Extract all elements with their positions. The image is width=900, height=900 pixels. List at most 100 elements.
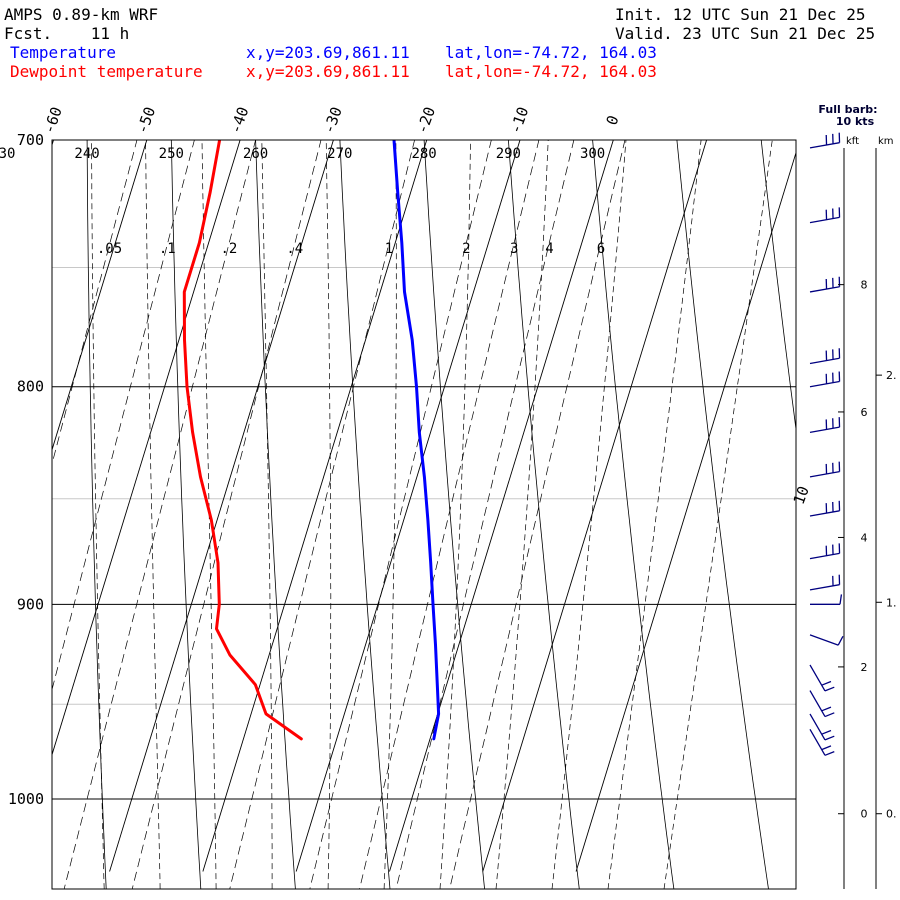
mixing-ratio-label: .4 (286, 241, 303, 257)
mixing-ratio-line (52, 140, 138, 466)
wind-barb (809, 371, 841, 388)
skewed-temperature-label: -30 (320, 104, 346, 136)
wind-barb (809, 500, 841, 517)
wind-barb-flag (821, 680, 832, 686)
potential-temperature-label: 290 (496, 146, 521, 162)
valid-time: Valid. 23 UTC Sun 21 Dec 25 (615, 24, 876, 43)
moist-adiabat (663, 140, 773, 889)
wind-barb-flag (824, 751, 835, 756)
moist-adiabat (325, 140, 332, 889)
wind-barb-shaft (809, 729, 826, 756)
barb-note-line1: Full barb: (818, 103, 877, 116)
plot-frame (51, 139, 797, 890)
mixing-ratio-label: .1 (159, 241, 176, 257)
dry-adiabat (592, 140, 675, 889)
skewed-temperature-label: -60 (40, 104, 66, 136)
wind-barb-shaft (809, 552, 840, 560)
wind-barb-shaft (809, 471, 840, 478)
wind-barb-shaft (809, 510, 840, 517)
isotherm-line (109, 140, 334, 872)
pressure-tick-label: 800 (17, 378, 44, 396)
wind-barb-flag (821, 729, 832, 735)
mixing-ratio-line (309, 140, 492, 889)
kft-tick-label: 6 (861, 406, 868, 419)
dry-adiabat (676, 140, 769, 889)
skewed-temperature-label: -50 (133, 104, 159, 136)
dry-adiabat (255, 140, 296, 889)
temperature-profile-line (392, 140, 441, 741)
wind-barb (809, 276, 841, 293)
moist-adiabat (91, 140, 105, 889)
isotherm-line (482, 140, 708, 872)
mixing-ratio-line (359, 140, 540, 889)
legend-temperature-xy: x,y=203.69,861.11 (246, 43, 410, 62)
kft-tick-label: 0 (861, 808, 868, 821)
kft-axis-label: kft (846, 136, 859, 147)
wind-barb-shaft (809, 664, 826, 692)
skewed-temperature-label: -10 (506, 104, 532, 136)
km-axis-label: km (878, 136, 894, 147)
skewed-temperature-label: -20 (413, 104, 439, 136)
mixing-ratio-label: 6 (597, 241, 605, 257)
wind-barb-flag (824, 686, 835, 692)
moist-adiabat (383, 140, 397, 889)
potential-temperature-label: 300 (580, 146, 605, 162)
wind-barb-flag (821, 706, 832, 712)
mixing-ratio-label: .2 (220, 241, 237, 257)
wind-barb-flag (837, 636, 844, 646)
model-title: AMPS 0.89-km WRF (4, 5, 159, 24)
skewed-temperature-label: -40 (226, 104, 252, 136)
isotherm-line (575, 151, 796, 872)
wind-barb-flag (839, 594, 843, 605)
mixing-ratio-line (63, 140, 256, 889)
wind-barb-shaft (809, 357, 840, 365)
skewed-temperature-label: 10 (790, 484, 813, 507)
moist-adiabat (145, 140, 161, 889)
wind-barb (809, 461, 841, 478)
forecast-hour: Fcst. 11 h (4, 24, 130, 43)
wind-barb (809, 690, 835, 718)
wind-barb (809, 729, 835, 756)
mixing-ratio-line (395, 140, 575, 889)
wind-barb-shaft (809, 713, 826, 741)
wind-barb-shaft (809, 584, 840, 591)
legend-dewpoint-label: Dewpoint temperature (10, 62, 203, 81)
wind-barb-shaft (809, 380, 840, 388)
isotherm-line (52, 140, 148, 452)
kft-tick-label: 4 (861, 531, 868, 544)
dry-adiabat (170, 140, 202, 889)
plot-background (52, 140, 796, 889)
wind-barb-shaft (809, 216, 840, 224)
dry-adiabat (339, 140, 391, 889)
kft-tick-label: 8 (861, 279, 868, 292)
isotherm-line (202, 140, 428, 872)
mixing-ratio-line (52, 140, 195, 691)
wind-barb-flag (824, 735, 835, 741)
mixing-ratio-label: 2 (462, 241, 470, 257)
wind-barb-shaft (809, 286, 840, 293)
potential-temperature-label: 240 (74, 146, 99, 162)
moist-adiabat (495, 140, 549, 889)
wind-barb (809, 634, 844, 646)
pressure-tick-label: 900 (17, 595, 44, 613)
wind-barb (809, 713, 835, 741)
legend-temperature-latlon: lat,lon=-74.72, 164.03 (445, 43, 657, 62)
wind-barb-shaft (809, 690, 826, 717)
legend-temperature-label: Temperature (10, 43, 116, 62)
mixing-ratio-line (131, 140, 322, 889)
wind-barb-flag (824, 712, 835, 718)
potential-temperature-label: 250 (159, 146, 184, 162)
wind-barb (810, 594, 843, 605)
skewed-temperature-label: 0 (603, 113, 623, 128)
mixing-ratio-line (229, 140, 415, 889)
moist-adiabat (439, 140, 471, 889)
potential-temperature-label: 260 (243, 146, 268, 162)
potential-temperature-label: 230 (0, 146, 15, 162)
wind-barb-shaft (809, 426, 840, 433)
wind-barb-flag (821, 745, 832, 751)
isotherm-line (295, 140, 521, 872)
mixing-ratio-line (449, 140, 626, 889)
mixing-ratio-label: 3 (510, 241, 518, 257)
wind-barb (809, 132, 841, 149)
isotherm-line (52, 140, 241, 757)
